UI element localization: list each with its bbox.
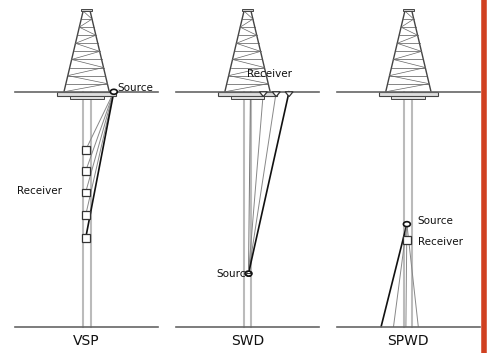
Text: VSP: VSP [73,334,100,348]
Bar [82,167,90,175]
Bar [81,9,92,11]
Bar [82,211,90,219]
Polygon shape [272,92,280,97]
Bar [379,92,438,96]
Circle shape [110,89,117,94]
Bar [231,96,264,99]
Text: Source: Source [216,269,252,279]
Text: Source: Source [118,83,153,93]
Polygon shape [259,92,267,97]
Bar [82,189,90,196]
Text: SWD: SWD [231,334,264,348]
Bar [403,236,411,244]
Text: Source: Source [418,216,453,226]
Text: Receiver: Receiver [248,70,292,79]
Polygon shape [285,92,293,97]
Circle shape [245,271,252,276]
Text: SPWD: SPWD [388,334,429,348]
Bar [57,92,116,96]
Bar [403,9,414,11]
Bar [82,234,90,242]
Text: Receiver: Receiver [418,237,463,247]
Bar [70,96,103,99]
Bar [392,96,425,99]
Bar [242,9,253,11]
Bar [218,92,277,96]
Circle shape [403,222,410,227]
Bar [82,146,90,154]
Text: Receiver: Receiver [17,186,62,196]
